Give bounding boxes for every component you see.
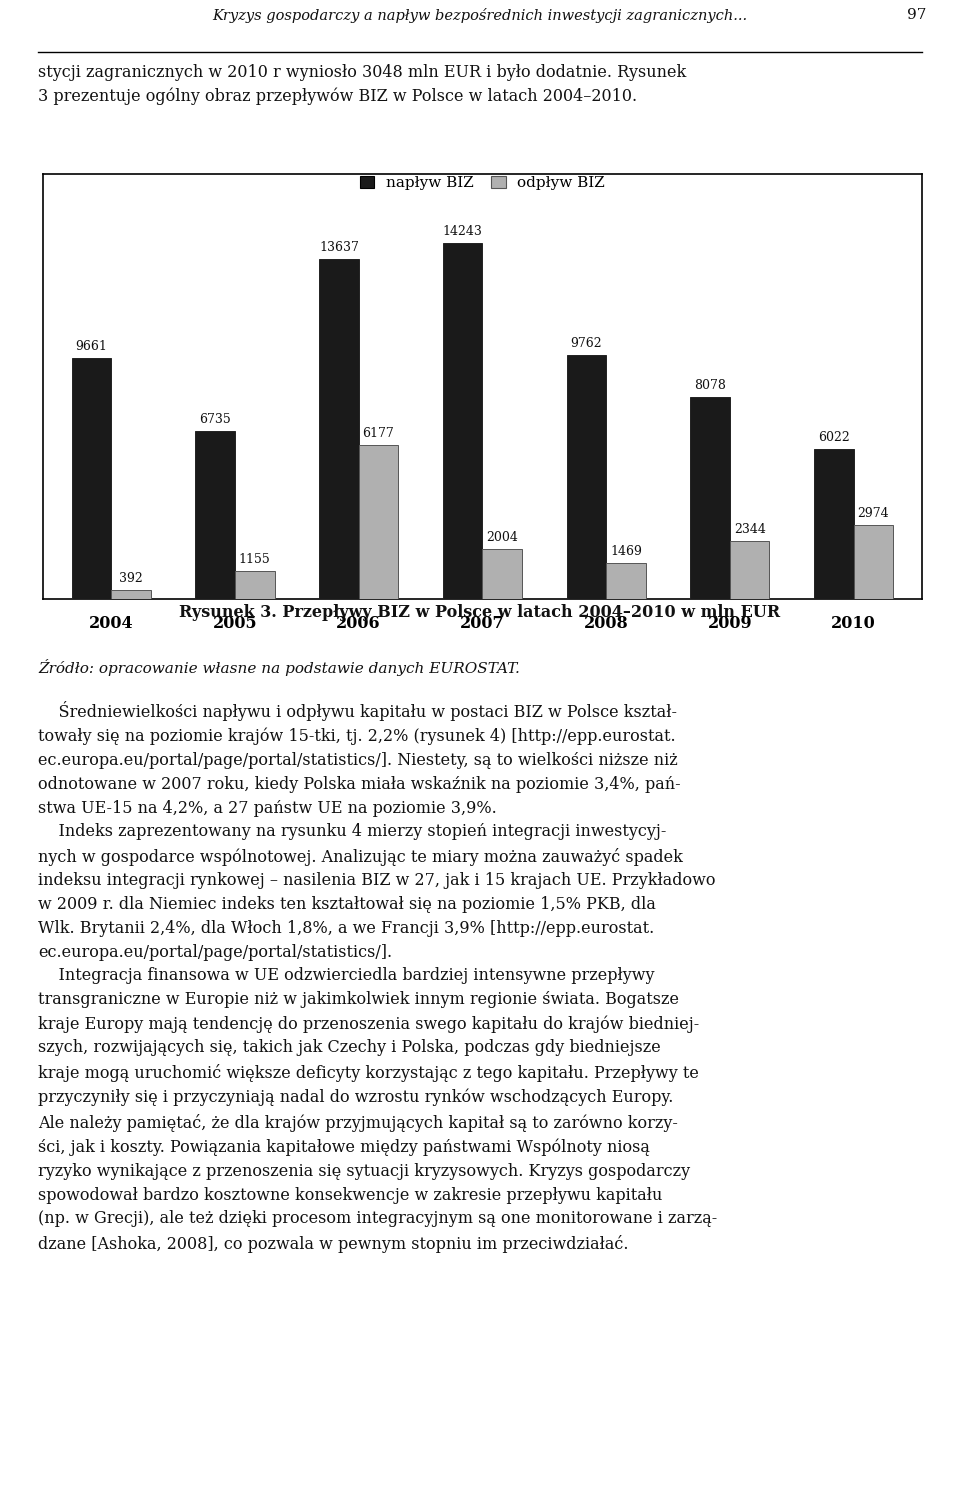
Bar — [566, 355, 606, 599]
Text: 1469: 1469 — [610, 544, 642, 558]
Bar — [111, 589, 151, 599]
Text: 9762: 9762 — [570, 337, 602, 350]
Bar — [690, 398, 730, 599]
Text: 14243: 14243 — [443, 225, 483, 239]
Bar — [359, 444, 398, 599]
Text: stycji zagranicznych w 2010 r wyniosło 3048 mln EUR i było dodatnie. Rysunek
3 p: stycji zagranicznych w 2010 r wyniosło 3… — [38, 64, 686, 106]
Bar — [196, 431, 235, 599]
Text: 9661: 9661 — [76, 340, 108, 353]
Bar — [235, 571, 275, 599]
Text: 2344: 2344 — [733, 523, 765, 535]
Bar — [443, 243, 482, 599]
Legend: napływ BIZ, odpływ BIZ: napływ BIZ, odpływ BIZ — [354, 170, 611, 195]
Text: 2974: 2974 — [857, 507, 889, 520]
Bar — [814, 449, 853, 599]
Text: Źródło: opracowanie własne na podstawie danych EUROSTAT.: Źródło: opracowanie własne na podstawie … — [38, 659, 520, 677]
Bar — [730, 541, 769, 599]
Text: 8078: 8078 — [694, 380, 726, 392]
Text: 6735: 6735 — [200, 413, 231, 426]
Text: Rysunek 3. Przepływy BIZ w Polsce w latach 2004–2010 w mln EUR: Rysunek 3. Przepływy BIZ w Polsce w lata… — [180, 604, 780, 620]
Text: 97: 97 — [907, 9, 926, 22]
Text: 13637: 13637 — [319, 240, 359, 253]
Bar — [72, 358, 111, 599]
Text: 1155: 1155 — [239, 553, 271, 565]
Bar — [606, 562, 646, 599]
Bar — [853, 525, 893, 599]
Text: 6177: 6177 — [363, 426, 395, 440]
Bar — [319, 258, 359, 599]
Bar — [482, 549, 522, 599]
Text: 392: 392 — [119, 571, 143, 584]
Text: Kryzys gospodarczy a napływ bezpośrednich inwestycji zagranicznych...: Kryzys gospodarczy a napływ bezpośrednic… — [212, 9, 748, 24]
Text: 6022: 6022 — [818, 431, 850, 444]
Text: 2004: 2004 — [487, 531, 518, 544]
Text: Średniewielkości napływu i odpływu kapitału w postaci BIZ w Polsce kształ-
tował: Średniewielkości napływu i odpływu kapit… — [38, 701, 718, 1252]
